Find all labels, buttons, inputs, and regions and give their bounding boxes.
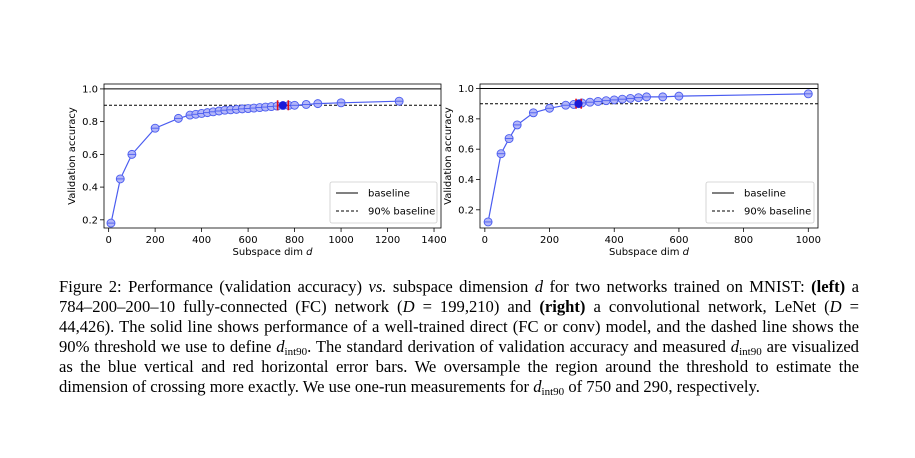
y-tick-label: 0.2 <box>82 215 98 226</box>
y-axis-label: Validation accuracy <box>443 107 454 205</box>
caption-text: subspace dimension <box>392 277 529 296</box>
x-tick-label: 200 <box>146 235 165 246</box>
figure-caption: Figure 2: Performance (validation accura… <box>59 277 859 398</box>
caption-text: = 44,426). The solid line shows performa… <box>59 297 859 356</box>
legend-baseline-label: baseline <box>744 189 786 200</box>
x-axis-label: Subspace dim d <box>609 247 690 258</box>
x-tick-label: 400 <box>192 235 211 246</box>
x-tick-label: 1200 <box>375 235 400 246</box>
caption-text: are visualized as the blue vertical and … <box>59 337 859 396</box>
plot-frame <box>479 83 819 229</box>
y-tick-label: 1.0 <box>82 84 98 95</box>
x-tick-label: 0 <box>482 235 488 246</box>
caption-vs: vs. <box>368 277 387 296</box>
caption-text: of 750 and 290, respectively. <box>568 377 760 396</box>
caption-text: for two networks trained on MNIST: <box>549 277 805 296</box>
y-tick-label: 1.0 <box>458 84 474 95</box>
caption-math-dint90: dint90 <box>276 337 308 358</box>
legend-threshold-label: 90% baseline <box>368 207 435 218</box>
caption-math-dint90: dint90 <box>533 377 565 398</box>
x-tick-label: 0 <box>105 235 111 246</box>
figure: 0 200 400 600 800 1000 1200 1400 0.2 0.4 0.6 0.8 1.0… <box>67 83 821 258</box>
caption-right: (right) <box>539 297 586 316</box>
y-tick-label: 0.4 <box>458 175 474 186</box>
x-tick-label: 800 <box>734 235 753 246</box>
y-tick-label: 0.8 <box>458 114 474 125</box>
y-tick-label: 0.8 <box>82 117 98 128</box>
x-tick-label: 1400 <box>421 235 446 246</box>
dint90-marker <box>278 101 287 110</box>
caption-text: . The standard derivation of validation … <box>307 337 726 356</box>
caption-math-D: D <box>402 297 415 316</box>
caption-text: Performance (validation accuracy) <box>128 277 363 296</box>
left-chart: 0 200 400 600 800 1000 1200 1400 0.2 0.4 0.6 0.8 1.0… <box>67 83 447 258</box>
caption-math-d: d <box>534 277 544 296</box>
x-tick-label: 400 <box>605 235 624 246</box>
x-tick-label: 600 <box>239 235 258 246</box>
caption-left: (left) <box>811 277 846 296</box>
caption-text: = 199,210) and <box>422 297 532 316</box>
y-tick-label: 0.6 <box>458 145 474 156</box>
caption-math-D: D <box>829 297 842 316</box>
legend-baseline-label: baseline <box>368 189 410 200</box>
caption-text: a convolutional network, LeNet ( <box>593 297 830 316</box>
legend-box <box>329 181 438 224</box>
y-axis-label: Validation accuracy <box>67 107 78 205</box>
x-tick-label: 600 <box>669 235 688 246</box>
x-tick-label: 800 <box>285 235 304 246</box>
x-tick-label: 1000 <box>328 235 353 246</box>
caption-math-dint90: dint90 <box>730 337 762 358</box>
dint90-marker <box>574 99 583 108</box>
y-tick-label: 0.6 <box>82 150 98 161</box>
caption-text: a 784–200–200–10 fully-connected (FC) ne… <box>59 277 859 316</box>
caption-fig-label: Figure 2: <box>59 277 122 296</box>
plot-frame <box>103 83 442 229</box>
x-axis-label: Subspace dim d <box>233 247 314 258</box>
legend-threshold-label: 90% baseline <box>744 207 811 218</box>
right-chart: 0 200 400 600 800 1000 0.2 0.4 0.6 0.8 1.0 Subspace… <box>443 83 821 258</box>
x-tick-label: 1000 <box>796 235 821 246</box>
y-tick-label: 0.2 <box>458 205 474 216</box>
x-tick-label: 200 <box>540 235 559 246</box>
y-tick-label: 0.4 <box>82 183 98 194</box>
legend-box <box>705 181 815 224</box>
